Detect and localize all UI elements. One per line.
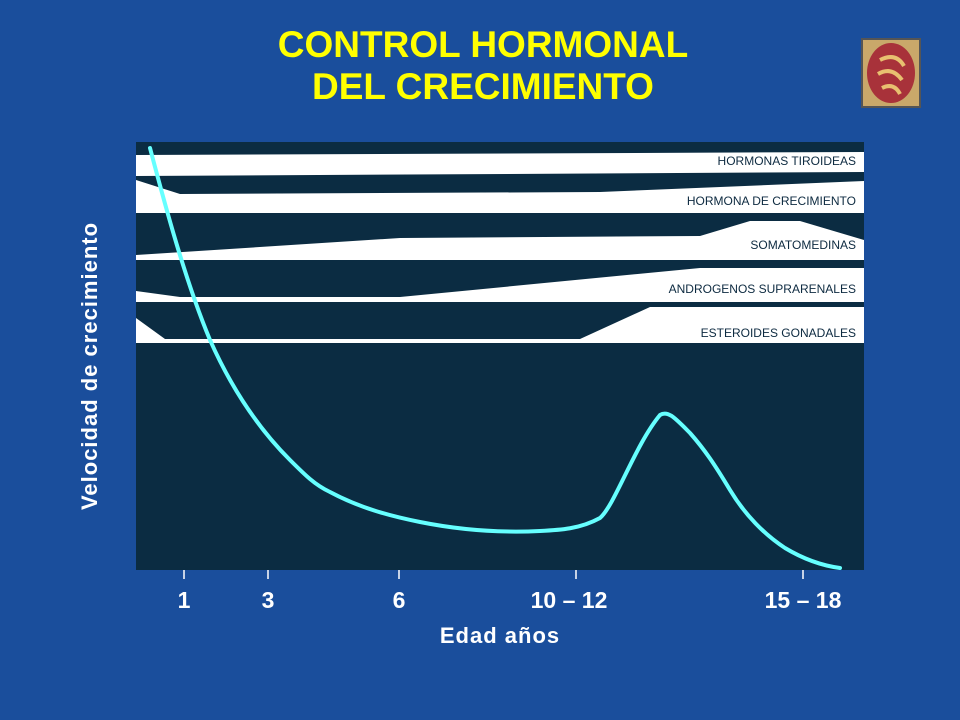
x-ticks xyxy=(183,570,804,579)
band-label: SOMATOMEDINAS xyxy=(750,238,856,252)
title-line: DEL CRECIMIENTO xyxy=(312,66,654,107)
band-label: HORMONA DE CRECIMIENTO xyxy=(687,194,856,208)
x-axis-label: Edad años xyxy=(440,623,560,648)
y-axis-label: Velocidad de crecimiento xyxy=(77,222,102,510)
band-label: ESTEROIDES GONADALES xyxy=(701,326,856,340)
plot-area xyxy=(136,142,864,570)
band-label: ANDROGENOS SUPRARENALES xyxy=(669,282,856,296)
hormone-bands xyxy=(136,152,864,343)
growth-curve xyxy=(148,146,842,570)
logo xyxy=(861,38,921,108)
x-tick-label: 3 xyxy=(262,587,275,613)
x-tick-label: 15 – 18 xyxy=(765,587,842,613)
x-tick-label: 10 – 12 xyxy=(531,587,608,613)
x-tick-label: 1 xyxy=(178,587,191,613)
band-label: HORMONAS TIROIDEAS xyxy=(718,154,856,168)
title-line: CONTROL HORMONAL xyxy=(278,24,688,65)
x-tick-label: 6 xyxy=(393,587,406,613)
